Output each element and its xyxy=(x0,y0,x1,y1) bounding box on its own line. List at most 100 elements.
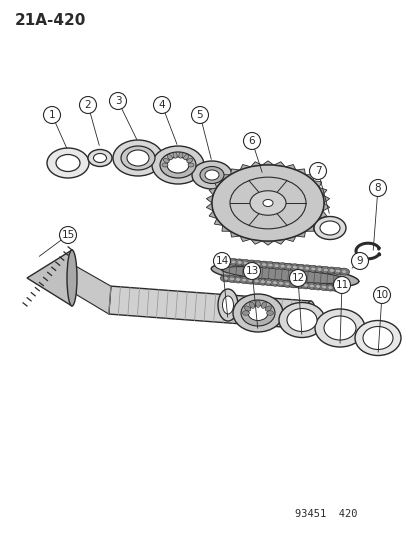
Ellipse shape xyxy=(293,281,304,288)
Ellipse shape xyxy=(354,320,400,356)
Ellipse shape xyxy=(249,191,285,215)
Ellipse shape xyxy=(222,296,233,314)
Ellipse shape xyxy=(232,276,243,283)
Text: 4: 4 xyxy=(158,100,165,110)
Polygon shape xyxy=(230,169,240,175)
Ellipse shape xyxy=(241,278,246,282)
Polygon shape xyxy=(250,239,261,244)
Ellipse shape xyxy=(188,163,194,167)
Ellipse shape xyxy=(323,316,355,340)
Polygon shape xyxy=(295,231,305,237)
Ellipse shape xyxy=(333,286,338,290)
Ellipse shape xyxy=(244,277,255,284)
Ellipse shape xyxy=(341,270,346,273)
Ellipse shape xyxy=(262,199,272,206)
Ellipse shape xyxy=(263,279,274,286)
Ellipse shape xyxy=(324,284,335,291)
Polygon shape xyxy=(221,225,230,231)
Ellipse shape xyxy=(240,260,251,266)
Ellipse shape xyxy=(321,285,326,289)
Ellipse shape xyxy=(161,163,168,167)
Ellipse shape xyxy=(323,268,328,272)
Text: 15: 15 xyxy=(61,230,74,240)
Ellipse shape xyxy=(252,261,263,268)
Ellipse shape xyxy=(230,260,235,264)
Polygon shape xyxy=(72,264,111,314)
Ellipse shape xyxy=(273,264,278,268)
Ellipse shape xyxy=(315,285,320,288)
Ellipse shape xyxy=(249,302,254,309)
Text: 10: 10 xyxy=(375,290,388,300)
Text: 6: 6 xyxy=(248,136,255,146)
Polygon shape xyxy=(285,236,295,241)
Ellipse shape xyxy=(272,281,277,285)
Text: 12: 12 xyxy=(291,273,304,283)
Polygon shape xyxy=(313,219,321,225)
Ellipse shape xyxy=(261,302,266,309)
Ellipse shape xyxy=(314,309,364,347)
Ellipse shape xyxy=(256,278,268,285)
Ellipse shape xyxy=(289,264,300,271)
Ellipse shape xyxy=(269,279,280,286)
Ellipse shape xyxy=(260,280,265,284)
Ellipse shape xyxy=(249,262,254,265)
Circle shape xyxy=(243,133,260,149)
Ellipse shape xyxy=(240,300,274,326)
Ellipse shape xyxy=(218,289,237,321)
Ellipse shape xyxy=(298,266,303,270)
Circle shape xyxy=(351,253,368,270)
Ellipse shape xyxy=(211,165,323,241)
Ellipse shape xyxy=(258,261,269,268)
Ellipse shape xyxy=(267,263,272,267)
Ellipse shape xyxy=(173,152,177,158)
Polygon shape xyxy=(295,169,305,175)
Text: 21A-420: 21A-420 xyxy=(15,13,86,28)
Ellipse shape xyxy=(303,284,308,287)
Ellipse shape xyxy=(304,266,309,270)
Ellipse shape xyxy=(313,216,345,239)
Circle shape xyxy=(373,287,389,303)
Circle shape xyxy=(289,270,306,287)
Ellipse shape xyxy=(336,285,347,292)
Text: 9: 9 xyxy=(356,256,363,266)
Ellipse shape xyxy=(362,327,392,350)
Polygon shape xyxy=(206,203,213,211)
Text: 7: 7 xyxy=(314,166,320,176)
Ellipse shape xyxy=(183,155,188,160)
Ellipse shape xyxy=(281,280,292,287)
Ellipse shape xyxy=(247,305,267,320)
Ellipse shape xyxy=(264,262,275,269)
Polygon shape xyxy=(322,203,329,211)
Ellipse shape xyxy=(304,301,314,329)
Ellipse shape xyxy=(318,284,329,290)
Ellipse shape xyxy=(234,259,244,266)
Circle shape xyxy=(213,253,230,270)
Ellipse shape xyxy=(320,266,330,273)
Ellipse shape xyxy=(306,282,317,289)
Text: 3: 3 xyxy=(114,96,121,106)
Ellipse shape xyxy=(67,250,77,306)
Ellipse shape xyxy=(127,150,149,166)
Ellipse shape xyxy=(159,152,195,178)
Ellipse shape xyxy=(228,259,238,265)
Ellipse shape xyxy=(251,278,261,285)
Polygon shape xyxy=(318,188,326,195)
Ellipse shape xyxy=(309,284,313,288)
Circle shape xyxy=(191,107,208,124)
Ellipse shape xyxy=(233,294,282,332)
Ellipse shape xyxy=(223,277,228,280)
Ellipse shape xyxy=(237,261,242,264)
Polygon shape xyxy=(250,161,261,167)
Ellipse shape xyxy=(224,260,229,263)
Circle shape xyxy=(43,107,60,124)
Ellipse shape xyxy=(286,309,316,332)
Ellipse shape xyxy=(255,301,260,308)
Ellipse shape xyxy=(277,263,287,270)
Polygon shape xyxy=(211,262,358,287)
Ellipse shape xyxy=(278,281,283,285)
Ellipse shape xyxy=(229,277,234,281)
Text: 8: 8 xyxy=(374,183,380,193)
Circle shape xyxy=(59,227,76,244)
Ellipse shape xyxy=(301,265,312,272)
Ellipse shape xyxy=(121,146,154,170)
